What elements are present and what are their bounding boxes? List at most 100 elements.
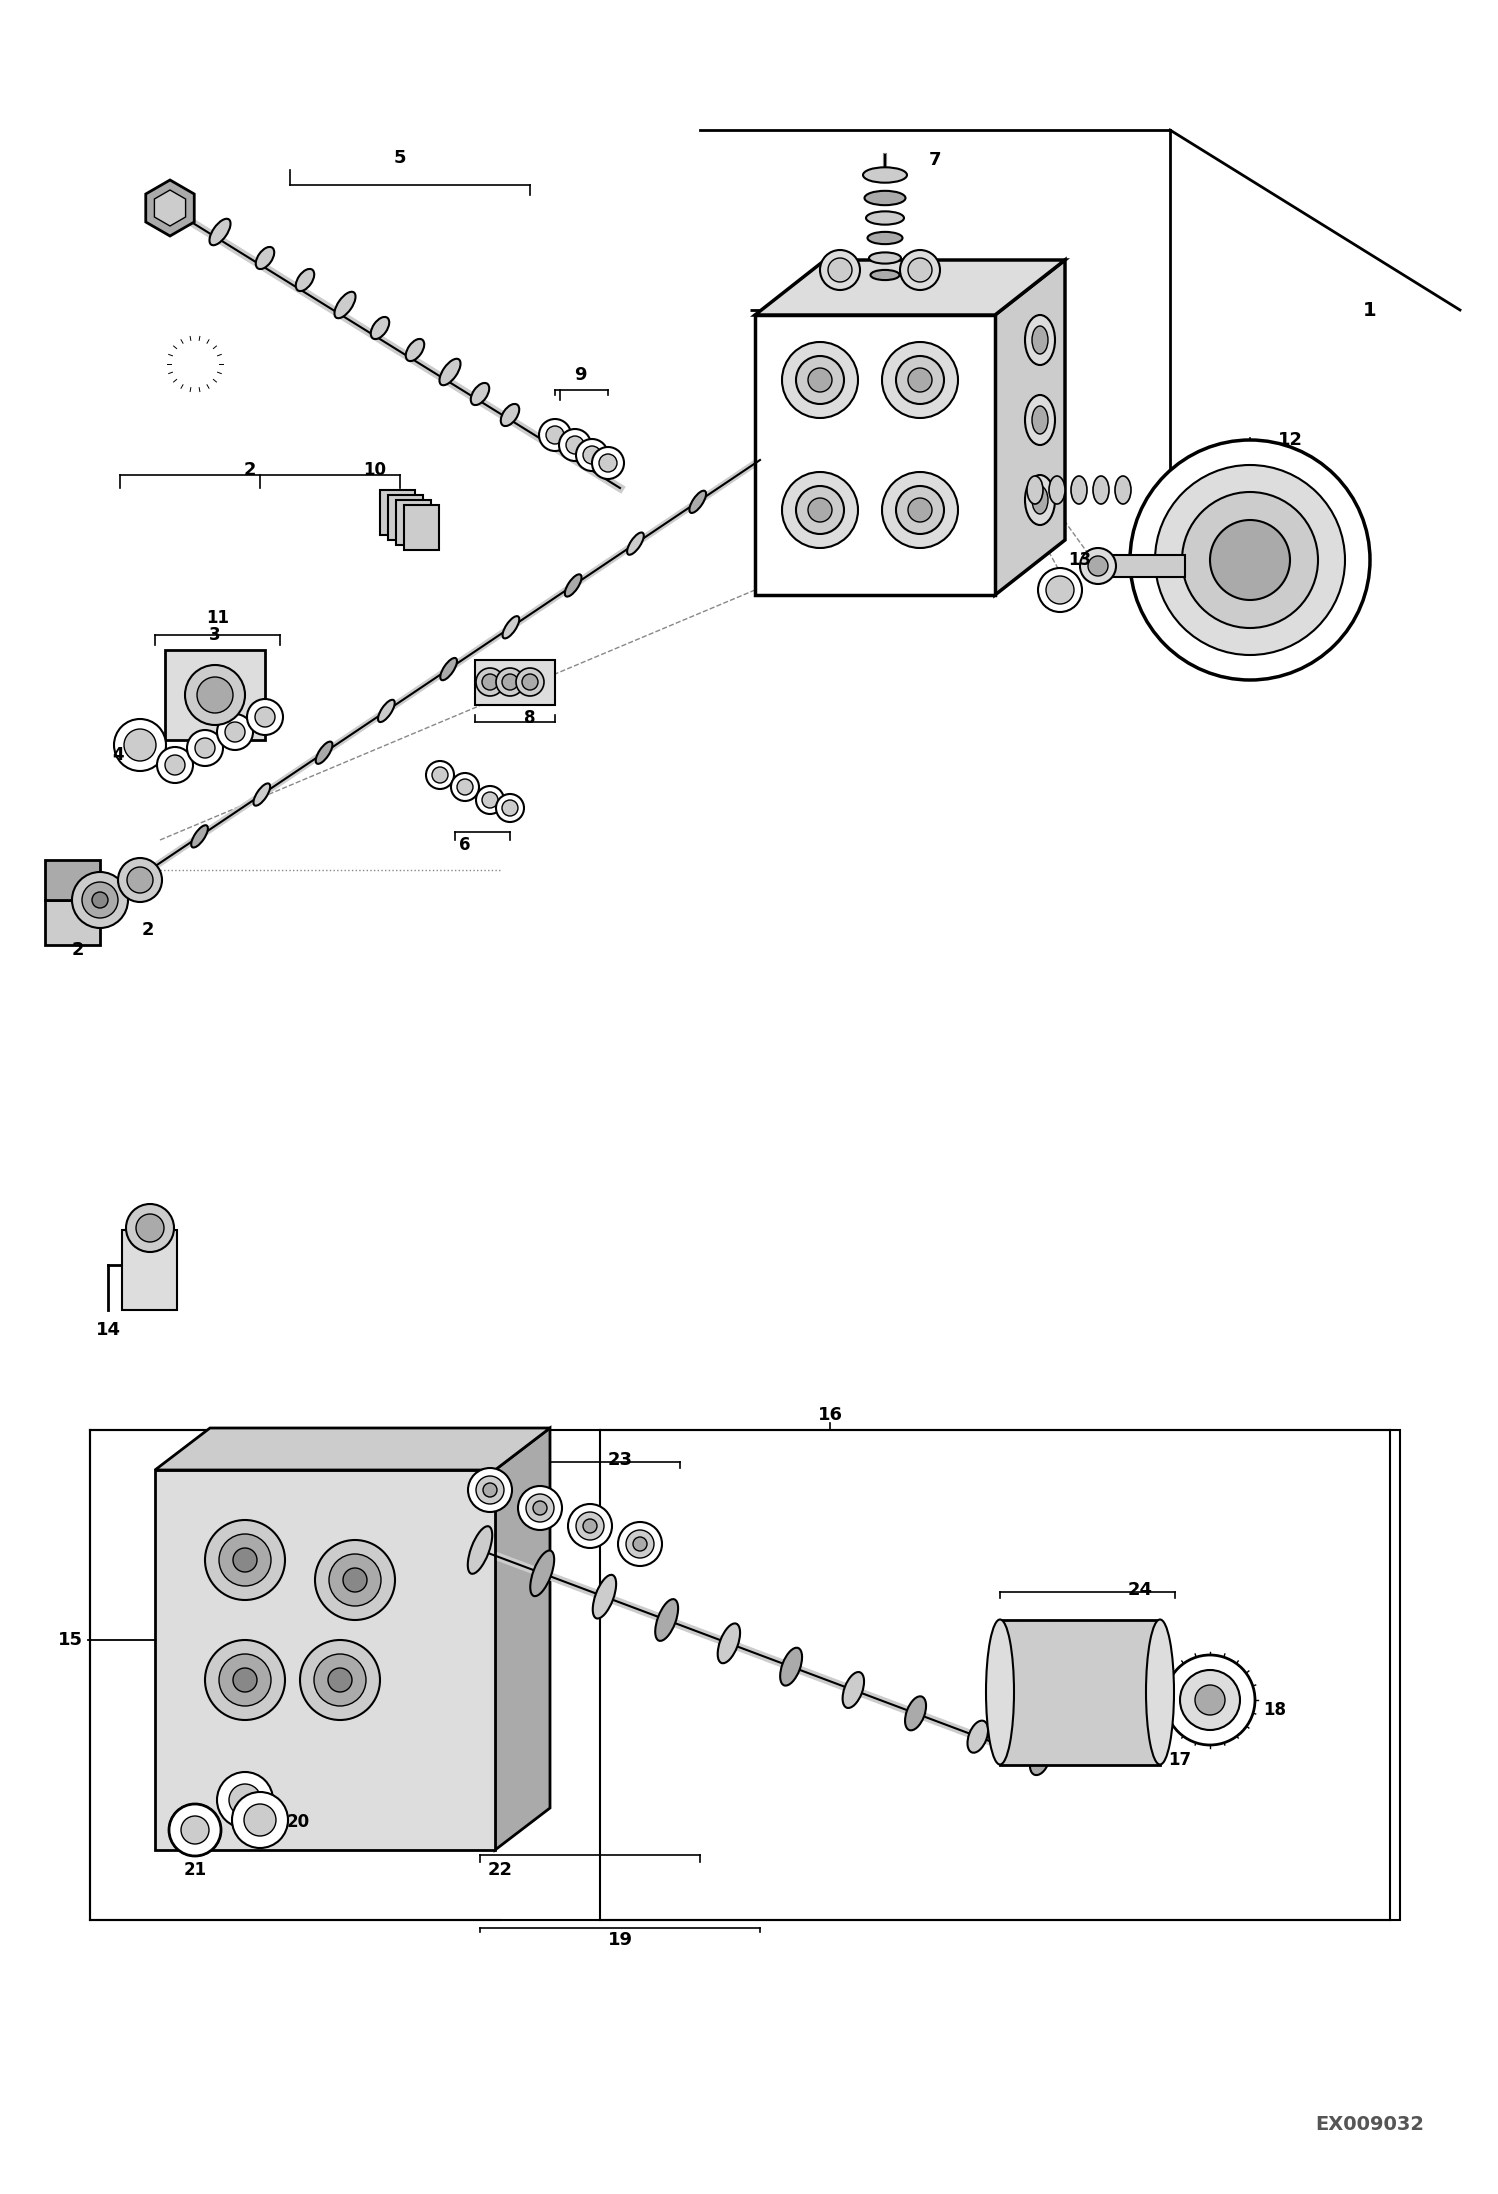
Ellipse shape [406,338,424,362]
Polygon shape [404,505,439,551]
Ellipse shape [192,825,208,847]
Bar [1095,555,1185,577]
Text: 24: 24 [1128,1582,1152,1599]
Circle shape [592,448,625,478]
Ellipse shape [470,384,490,406]
Polygon shape [388,496,422,540]
Circle shape [205,1639,285,1720]
Polygon shape [154,1428,550,1470]
Ellipse shape [870,270,899,281]
Circle shape [807,369,831,393]
Circle shape [900,250,941,290]
Text: 10: 10 [364,461,386,478]
Circle shape [502,801,518,816]
Circle shape [583,1518,598,1534]
Ellipse shape [439,360,460,386]
Ellipse shape [502,617,520,638]
Circle shape [566,437,584,454]
Ellipse shape [968,1720,989,1753]
Text: 18: 18 [1263,1700,1287,1720]
Ellipse shape [986,1619,1014,1764]
Ellipse shape [1031,1744,1050,1775]
Circle shape [515,667,544,695]
Text: 23: 23 [608,1450,632,1470]
Circle shape [451,772,479,801]
Circle shape [114,720,166,770]
Circle shape [577,1512,604,1540]
Circle shape [181,1817,210,1843]
Circle shape [476,1477,503,1505]
Circle shape [795,487,843,533]
Ellipse shape [628,533,644,555]
Circle shape [184,665,246,724]
Circle shape [1210,520,1290,599]
Circle shape [136,1213,163,1242]
Text: 20: 20 [286,1812,310,1832]
Ellipse shape [1049,476,1065,505]
Ellipse shape [440,658,457,680]
Circle shape [1129,441,1371,680]
Circle shape [807,498,831,522]
Bar [121,1231,177,1310]
Polygon shape [755,261,1065,316]
Circle shape [539,419,571,452]
Ellipse shape [372,316,389,340]
Circle shape [219,1534,271,1586]
Circle shape [518,1485,562,1529]
Circle shape [882,342,959,419]
Circle shape [467,1468,512,1512]
Polygon shape [380,489,415,535]
Polygon shape [154,1470,494,1850]
Circle shape [1038,568,1082,612]
Circle shape [896,487,944,533]
Circle shape [828,259,852,283]
Ellipse shape [1032,327,1049,353]
Circle shape [496,667,524,695]
Bar [475,660,554,704]
Circle shape [1155,465,1345,656]
Circle shape [165,755,184,774]
Text: 16: 16 [818,1406,842,1424]
Polygon shape [995,261,1065,595]
Circle shape [502,674,518,689]
Ellipse shape [1071,476,1088,505]
Circle shape [482,1483,497,1496]
Ellipse shape [863,167,906,182]
Circle shape [187,731,223,766]
Ellipse shape [530,1551,554,1597]
Polygon shape [145,180,195,237]
Bar [1001,1619,1159,1764]
Circle shape [782,342,858,419]
Text: EX009032: EX009032 [1315,2115,1425,2135]
Ellipse shape [1032,487,1049,513]
Circle shape [908,259,932,283]
Circle shape [819,250,860,290]
Ellipse shape [1094,476,1109,505]
Circle shape [247,700,283,735]
Circle shape [127,867,153,893]
Ellipse shape [253,783,270,805]
Text: 11: 11 [207,610,229,627]
Polygon shape [755,316,995,595]
Text: 2: 2 [72,941,84,959]
Bar [90,1430,1401,1920]
Ellipse shape [655,1599,679,1641]
Circle shape [457,779,473,794]
Circle shape [229,1784,261,1817]
Ellipse shape [467,1527,493,1573]
Ellipse shape [718,1624,740,1663]
Ellipse shape [210,219,231,246]
Circle shape [72,871,127,928]
Ellipse shape [866,211,903,224]
Text: 1: 1 [1363,301,1377,320]
Ellipse shape [593,1575,616,1619]
Circle shape [476,667,503,695]
Circle shape [205,1520,285,1599]
Text: 12: 12 [1278,430,1302,450]
Text: 21: 21 [183,1861,207,1878]
Circle shape [169,1803,222,1856]
Polygon shape [494,1428,550,1850]
Ellipse shape [842,1672,864,1707]
Polygon shape [154,191,186,226]
Circle shape [431,768,448,783]
